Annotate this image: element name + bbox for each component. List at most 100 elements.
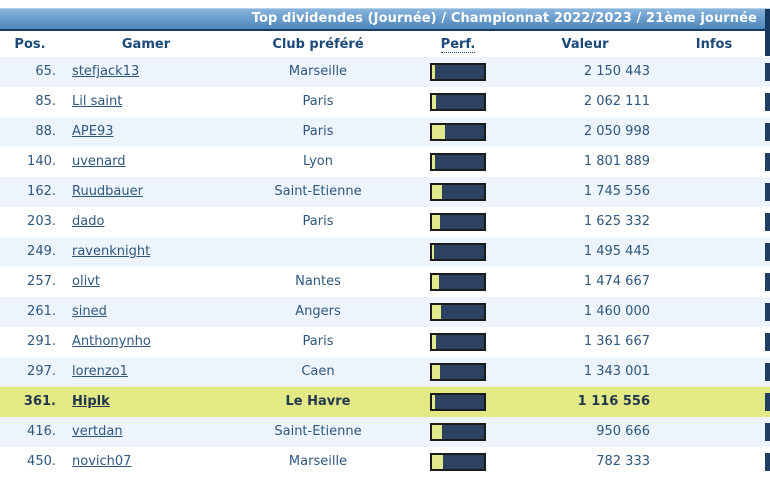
value-cell: 950 666 bbox=[596, 424, 650, 439]
perf-cell bbox=[404, 93, 512, 111]
table-row: 65. stefjack13 Marseille 2 150 443 bbox=[0, 57, 770, 87]
gamer-link[interactable]: Hiplk bbox=[72, 394, 110, 409]
gamer-cell: sined bbox=[60, 297, 232, 327]
perf-cell bbox=[404, 123, 512, 141]
club-cell: Caen bbox=[301, 364, 335, 379]
position-cell: 162. bbox=[27, 184, 56, 199]
perf-cell bbox=[404, 183, 512, 201]
table-row: 85. Lil saint Paris 2 062 111 bbox=[0, 87, 770, 117]
gamer-cell: Ruudbauer bbox=[60, 177, 232, 207]
table-row: 291. Anthonynho Paris 1 361 667 bbox=[0, 327, 770, 357]
value-cell: 2 150 443 bbox=[583, 64, 650, 79]
club-cell: Saint-Etienne bbox=[274, 184, 362, 199]
club-cell: Nantes bbox=[295, 274, 341, 289]
perf-bar bbox=[430, 213, 486, 231]
perf-bar-fill bbox=[432, 335, 437, 349]
gamer-link[interactable]: sined bbox=[72, 304, 107, 319]
position-cell: 203. bbox=[27, 214, 56, 229]
perf-bar bbox=[430, 363, 486, 381]
perf-bar-fill bbox=[432, 155, 435, 169]
value-cell: 1 343 001 bbox=[583, 364, 650, 379]
position-cell: 297. bbox=[27, 364, 56, 379]
perf-cell bbox=[404, 453, 512, 471]
gamer-link[interactable]: olivt bbox=[72, 274, 100, 289]
perf-bar bbox=[430, 123, 486, 141]
perf-bar-fill bbox=[432, 455, 444, 469]
table-row: 257. olivt Nantes 1 474 667 bbox=[0, 267, 770, 297]
club-cell: Paris bbox=[302, 214, 334, 229]
position-cell: 85. bbox=[35, 94, 56, 109]
gamer-link[interactable]: uvenard bbox=[72, 154, 126, 169]
gamer-link[interactable]: lorenzo1 bbox=[72, 364, 128, 379]
row-edge-mark bbox=[765, 243, 770, 261]
column-header-infos: Infos bbox=[695, 37, 733, 52]
perf-cell bbox=[404, 213, 512, 231]
position-cell: 88. bbox=[35, 124, 56, 139]
row-edge-mark bbox=[765, 363, 770, 381]
position-cell: 249. bbox=[27, 244, 56, 259]
gamer-cell: APE93 bbox=[60, 117, 232, 147]
gamer-link[interactable]: Lil saint bbox=[72, 94, 123, 109]
perf-bar bbox=[430, 423, 486, 441]
value-cell: 1 801 889 bbox=[583, 154, 650, 169]
perf-bar-fill bbox=[432, 185, 443, 199]
gamer-link[interactable]: vertdan bbox=[72, 424, 123, 439]
perf-bar bbox=[430, 453, 486, 471]
position-cell: 450. bbox=[27, 454, 56, 469]
value-cell: 2 050 998 bbox=[583, 124, 650, 139]
position-cell: 261. bbox=[27, 304, 56, 319]
value-cell: 1 745 556 bbox=[583, 184, 650, 199]
perf-bar-fill bbox=[432, 95, 436, 109]
table-row: 450. novich07 Marseille 782 333 bbox=[0, 447, 770, 477]
gamer-cell: Lil saint bbox=[60, 87, 232, 117]
gamer-link[interactable]: dado bbox=[72, 214, 105, 229]
table-row: 261. sined Angers 1 460 000 bbox=[0, 297, 770, 327]
gamer-cell: stefjack13 bbox=[60, 57, 232, 87]
gamer-link[interactable]: APE93 bbox=[72, 124, 114, 139]
club-cell: Saint-Etienne bbox=[274, 424, 362, 439]
position-cell: 361. bbox=[23, 394, 56, 409]
table-row: 88. APE93 Paris 2 050 998 bbox=[0, 117, 770, 147]
page-title: Top dividendes (Journée) / Championnat 2… bbox=[251, 11, 757, 26]
row-edge-mark bbox=[765, 393, 770, 411]
table-row: 361. Hiplk Le Havre 1 116 556 bbox=[0, 387, 770, 417]
table-row: 162. Ruudbauer Saint-Etienne 1 745 556 bbox=[0, 177, 770, 207]
perf-bar-fill bbox=[432, 65, 435, 79]
club-cell: Paris bbox=[302, 94, 334, 109]
club-cell: Angers bbox=[295, 304, 341, 319]
value-cell: 2 062 111 bbox=[583, 94, 650, 109]
perf-bar bbox=[430, 273, 486, 291]
column-header-pos: Pos. bbox=[14, 37, 46, 52]
row-edge-mark bbox=[765, 213, 770, 231]
perf-bar bbox=[430, 303, 486, 321]
row-edge-mark bbox=[765, 303, 770, 321]
table-row: 249. ravenknight 1 495 445 bbox=[0, 237, 770, 267]
position-cell: 416. bbox=[27, 424, 56, 439]
perf-bar-fill bbox=[432, 305, 442, 319]
perf-header-link[interactable]: Perf. bbox=[440, 37, 476, 53]
gamer-cell: dado bbox=[60, 207, 232, 237]
gamer-link[interactable]: novich07 bbox=[72, 454, 132, 469]
value-cell: 1 625 332 bbox=[583, 214, 650, 229]
column-header-club: Club préféré bbox=[272, 37, 364, 52]
position-cell: 257. bbox=[27, 274, 56, 289]
gamer-link[interactable]: Anthonynho bbox=[72, 334, 151, 349]
perf-cell bbox=[404, 63, 512, 81]
column-header-gamer: Gamer bbox=[121, 37, 171, 52]
gamer-cell: novich07 bbox=[60, 447, 232, 477]
value-cell: 1 116 556 bbox=[577, 394, 650, 409]
value-cell: 782 333 bbox=[596, 454, 650, 469]
gamer-cell: ravenknight bbox=[60, 237, 232, 267]
row-edge-mark bbox=[765, 333, 770, 351]
gamer-link[interactable]: Ruudbauer bbox=[72, 184, 143, 199]
column-header-perf: Perf. bbox=[404, 30, 512, 60]
row-edge-mark bbox=[765, 453, 770, 471]
perf-cell bbox=[404, 333, 512, 351]
perf-cell bbox=[404, 243, 512, 261]
perf-bar bbox=[430, 393, 486, 411]
row-edge-mark bbox=[765, 153, 770, 171]
perf-bar bbox=[430, 63, 486, 81]
perf-cell bbox=[404, 393, 512, 411]
gamer-link[interactable]: stefjack13 bbox=[72, 64, 140, 79]
gamer-link[interactable]: ravenknight bbox=[72, 244, 151, 259]
